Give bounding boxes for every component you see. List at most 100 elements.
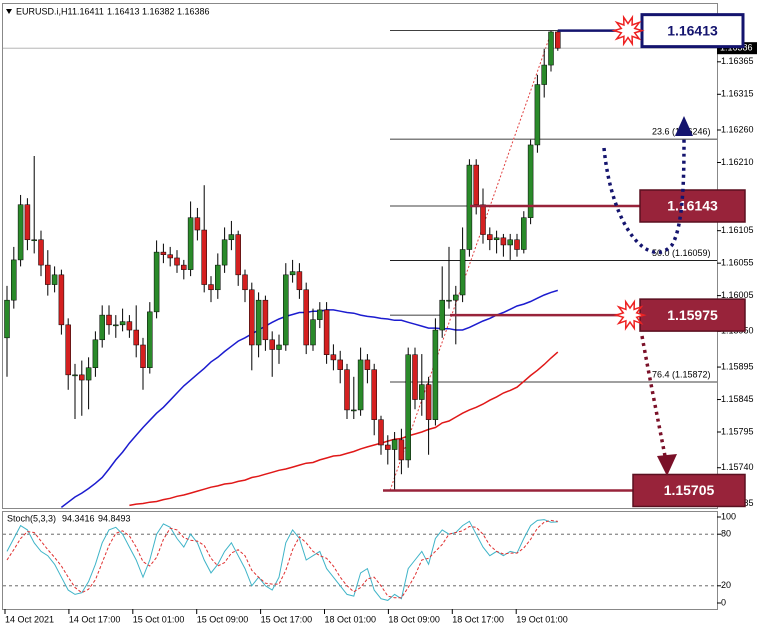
x-tick-label: 18 Oct 01:00 — [325, 614, 377, 624]
candle-body — [487, 234, 493, 241]
candle-body — [527, 144, 534, 218]
candle-body — [323, 309, 330, 355]
candle-body — [58, 274, 65, 326]
candle-body — [201, 229, 207, 285]
starburst — [613, 299, 647, 331]
y-tick-label: 1.16210 — [721, 157, 754, 167]
symbol: EURUSD.i,H1 — [16, 6, 73, 16]
candle-body — [459, 249, 466, 296]
candle-body — [493, 237, 500, 241]
y-tick-label: 1.16365 — [721, 56, 754, 66]
level-label: 1.15975 — [667, 307, 718, 323]
candle-body — [276, 344, 282, 350]
candle-body — [11, 259, 17, 301]
candle-body — [425, 384, 432, 420]
candle-body — [17, 204, 24, 261]
candle-body — [541, 64, 547, 85]
y-tick-label: 100 — [721, 511, 736, 521]
y-tick-label: 1.15795 — [721, 426, 754, 436]
candle-body — [385, 444, 391, 450]
candle-body — [221, 239, 228, 266]
x-tick-label: 18 Oct 09:00 — [388, 614, 440, 624]
candle-body — [92, 339, 99, 368]
candle-body — [453, 294, 459, 301]
header-low: 1.16382 — [142, 6, 175, 16]
y-tick-label: 1.16315 — [721, 89, 754, 99]
candle-body — [548, 31, 554, 66]
candle-body — [412, 354, 418, 400]
candle-body — [194, 217, 201, 231]
y-tick-label: 0 — [721, 597, 726, 607]
candle-body — [85, 367, 92, 381]
candle-body — [187, 217, 194, 270]
y-tick-label: 1.15845 — [721, 394, 754, 404]
candle-body — [432, 329, 439, 420]
stoch-title: Stoch(5,3,3) — [7, 513, 56, 523]
candle-body — [72, 374, 78, 377]
candle-body — [262, 299, 269, 341]
candle-body — [534, 84, 541, 146]
candle-body — [289, 271, 296, 276]
candle-body — [364, 359, 371, 370]
candle-body — [249, 289, 255, 346]
candle-body — [405, 354, 411, 461]
candle-body — [514, 239, 520, 250]
level-label: 1.15705 — [664, 482, 715, 498]
candle-body — [153, 251, 160, 313]
x-tick-label: 14 Oct 17:00 — [69, 614, 121, 624]
candle-body — [174, 257, 180, 266]
y-tick-label: 20 — [721, 580, 731, 590]
candle-body — [398, 439, 405, 461]
y-tick-label: 1.16055 — [721, 258, 754, 268]
candle-body — [235, 234, 241, 276]
candle-body — [507, 239, 513, 246]
header-high: 1.16413 — [107, 6, 140, 16]
fib-label: 76.4 (1.15872) — [652, 369, 711, 379]
candle-body — [269, 339, 275, 350]
candle-body — [344, 369, 350, 411]
x-tick-label: 19 Oct 01:00 — [516, 614, 568, 624]
candle-body — [24, 204, 31, 241]
candle-body — [351, 409, 357, 412]
candle-body — [310, 319, 316, 346]
candle-body — [228, 234, 235, 241]
x-tick-label: 18 Oct 17:00 — [452, 614, 504, 624]
candle-body — [357, 359, 364, 411]
moving-average — [129, 351, 559, 507]
stoch-line — [6, 519, 558, 599]
level-label: 1.16413 — [667, 22, 718, 38]
candle-body — [106, 314, 112, 326]
arrow-down-head — [657, 454, 677, 476]
stoch-layer: 100 80 20 0 — [3, 511, 736, 607]
candle-body — [330, 354, 337, 361]
candle-body — [473, 164, 479, 205]
candle-body — [181, 264, 187, 270]
moving-average — [60, 289, 559, 508]
x-tick-label: 15 Oct 09:00 — [197, 614, 249, 624]
candle-body — [126, 321, 133, 331]
candle-body — [38, 239, 44, 266]
candle-body — [466, 164, 473, 250]
x-tick-label: 14 Oct 2021 — [5, 614, 54, 624]
fib-trend — [389, 30, 553, 491]
y-tick-label: 1.16005 — [721, 290, 754, 300]
candle-body — [99, 314, 105, 341]
candle-body — [555, 31, 561, 49]
candle-body — [113, 324, 119, 327]
y-tick-label: 1.15740 — [721, 462, 754, 472]
header-open: 1.16411 — [72, 6, 104, 16]
candle-body — [371, 369, 377, 420]
candle-body — [521, 217, 527, 250]
price-panel-frame — [2, 3, 718, 509]
candle-body — [337, 359, 343, 370]
stoch-header: Stoch(5,3,3) 94.3416 94.8493 — [7, 513, 131, 523]
starburst — [611, 14, 645, 47]
stoch-line — [6, 519, 558, 601]
candle-body — [140, 344, 146, 368]
stoch-panel-frame — [2, 511, 718, 610]
candle-body — [160, 251, 167, 255]
fib-label: 50.0 (1.16059) — [652, 248, 711, 258]
candle-body — [65, 324, 71, 376]
